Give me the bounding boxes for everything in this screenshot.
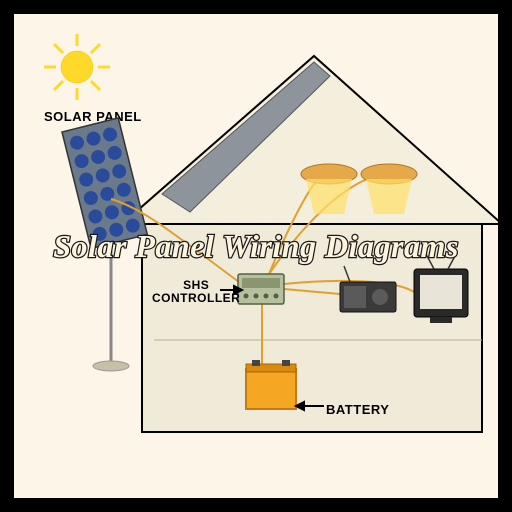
shs-controller-label: SHS CONTROLLER: [152, 279, 240, 305]
shs-controller-icon: [238, 274, 284, 304]
battery-icon: [246, 360, 296, 409]
overlay-title: Solar Panel Wiring Diagrams: [14, 228, 498, 265]
battery-label: BATTERY: [326, 402, 389, 417]
diagram-frame: SOLAR PANEL: [12, 12, 500, 500]
